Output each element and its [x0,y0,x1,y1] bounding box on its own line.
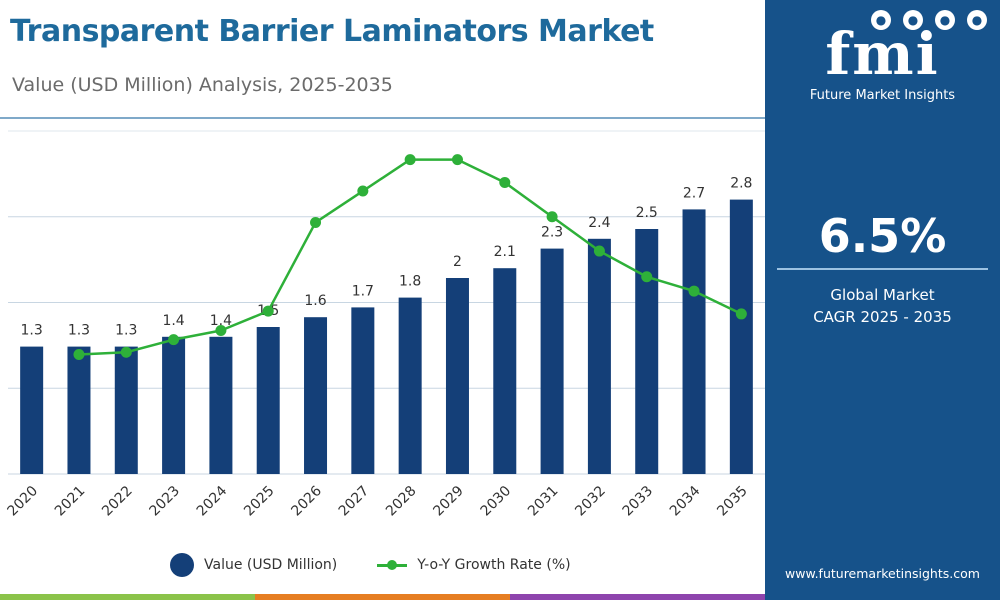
value-label-layer: 1.31.31.31.41.41.51.61.71.822.12.32.42.5… [21,176,753,339]
growth-point-2026 [310,216,322,228]
x-tick-2033: 2033 [620,483,657,520]
stripe-segment-green [0,594,255,600]
x-tick-2020: 2020 [5,483,42,520]
bar-2021 [67,346,91,474]
growth-point-2023 [168,334,180,346]
bar-line-chart: 1.31.31.31.41.41.51.61.71.822.12.32.42.5… [5,130,765,520]
europe-map-icon: ● [903,10,923,30]
x-tick-2029: 2029 [430,483,467,520]
x-tick-2034: 2034 [667,483,704,520]
cagr-label-line2: CAGR 2025 - 2035 [813,308,952,326]
asia-map-icon: ● [967,10,987,30]
x-tick-2021: 2021 [52,483,89,520]
data-label-2035: 2.8 [730,176,752,192]
fmi-side-panel: ● ● ● ● fmi Future Market Insights 6.5% … [765,0,1000,600]
bar-2034 [682,209,706,474]
bar-2029 [445,278,469,474]
bar-2030 [493,268,517,474]
title-divider [0,117,765,119]
bar-2020 [20,346,44,474]
data-label-2021: 1.3 [68,323,90,339]
data-label-2033: 2.5 [636,205,658,221]
bar-2033 [635,229,659,474]
bar-2027 [351,307,375,474]
data-label-2027: 1.7 [352,283,374,299]
legend-bar-swatch [170,553,194,577]
growth-point-2027 [357,185,369,197]
chart-legend: Value (USD Million) Y-o-Y Growth Rate (%… [170,552,611,578]
growth-point-2021 [73,349,85,361]
panel-divider [777,268,988,270]
legend-bar-label: Value (USD Million) [204,557,338,573]
x-tick-2031: 2031 [525,483,562,520]
data-label-2034: 2.7 [683,185,705,201]
x-tick-2023: 2023 [147,483,184,520]
x-tick-2035: 2035 [714,483,751,520]
growth-point-2035 [735,308,747,320]
x-tick-2027: 2027 [336,483,373,520]
stripe-segment-purple [510,594,765,600]
data-label-2022: 1.3 [115,323,137,339]
x-tick-2022: 2022 [99,483,136,520]
growth-point-2033 [641,271,653,283]
stripe-segment-orange [255,594,510,600]
x-tick-2032: 2032 [572,483,609,520]
bar-2035 [729,199,753,474]
legend-item-growth: Y-o-Y Growth Rate (%) [377,557,571,573]
data-label-2032: 2.4 [588,215,610,231]
growth-point-2030 [499,176,511,188]
data-label-2030: 2.1 [494,244,516,260]
x-tick-2028: 2028 [383,483,420,520]
bottom-color-stripe [0,594,765,600]
chart-subtitle: Value (USD Million) Analysis, 2025-2035 [12,74,393,96]
growth-point-2029 [451,154,463,166]
website-link[interactable]: www.futuremarketinsights.com [785,566,980,581]
legend-item-value: Value (USD Million) [170,553,337,577]
x-tick-layer: 2020 2021 2022 2023 2024 2025 2026 2027 2028 2029… [5,483,751,520]
data-label-2029: 2 [453,254,462,270]
bar-2028 [398,297,422,474]
bar-2023 [162,336,186,474]
cagr-label: Global Market CAGR 2025 - 2035 [765,284,1000,328]
chart-title: Transparent Barrier Laminators Market [10,14,654,49]
cagr-label-line1: Global Market [830,286,935,304]
x-tick-2026: 2026 [288,483,325,520]
data-label-2020: 1.3 [21,323,43,339]
bar-2026 [304,317,328,474]
growth-point-2028 [404,154,416,166]
bar-2025 [256,327,280,474]
bar-2024 [209,336,233,474]
growth-point-2022 [120,346,132,358]
growth-line-layer [73,154,747,361]
x-tick-2025: 2025 [241,483,278,520]
growth-point-2025 [262,305,274,317]
globe-icon: ● [935,10,955,30]
legend-line-swatch [377,559,408,570]
bar-2032 [587,238,611,474]
bar-2022 [114,346,138,474]
fmi-logo-subtitle: Future Market Insights [809,88,956,103]
bar-layer [20,199,753,474]
growth-point-2032 [593,245,605,257]
fmi-logo: fmi [825,20,940,88]
data-label-2026: 1.6 [304,293,326,309]
data-label-2024: 1.4 [210,313,232,329]
data-label-2028: 1.8 [399,274,421,290]
x-tick-2024: 2024 [194,483,231,520]
bar-2031 [540,248,564,474]
growth-point-2024 [215,325,227,337]
growth-point-2034 [688,285,700,297]
data-label-2023: 1.4 [162,313,184,329]
legend-line-label: Y-o-Y Growth Rate (%) [417,557,571,573]
growth-point-2031 [546,211,558,223]
x-tick-2030: 2030 [478,483,515,520]
logo-icon-row: ● ● ● ● [765,8,1000,34]
data-label-2031: 2.3 [541,225,563,241]
cagr-value: 6.5% [818,209,947,263]
usa-map-icon: ● [871,10,891,30]
